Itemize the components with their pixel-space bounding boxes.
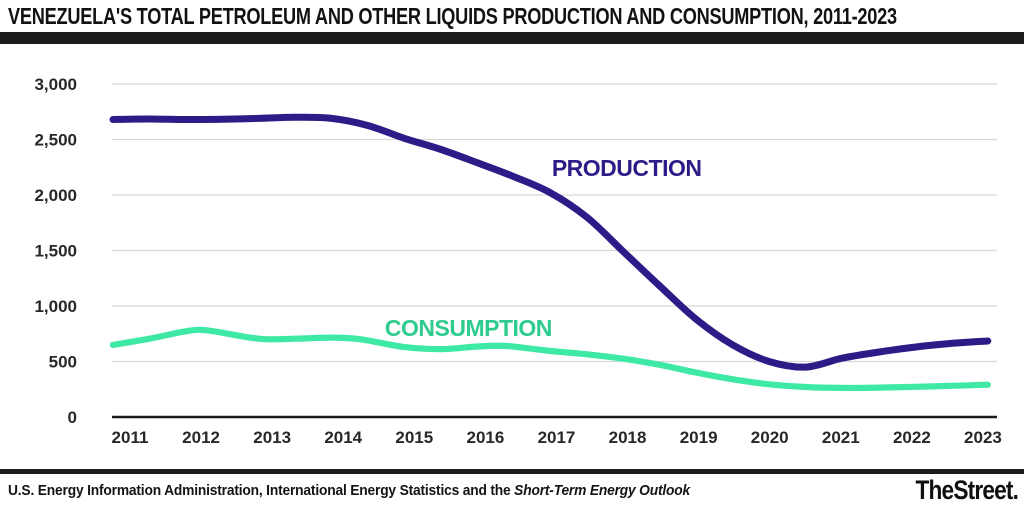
chart-area: 0 500 1,000 1,500 2,000 2,500 3,000 2011 2012 201… [0, 46, 1024, 462]
source-attribution: U.S. Energy Information Administration, … [8, 482, 690, 499]
source-text: U.S. Energy Information Administration, … [8, 481, 515, 499]
source-text-italic: Short-Term Energy Outlook [514, 481, 691, 499]
production-series-label: PRODUCTION [552, 155, 702, 181]
consumption-line [109, 326, 991, 392]
y-tick-label: 1,000 [34, 297, 77, 316]
bottom-divider-bar [0, 469, 1024, 474]
x-tick-label: 2012 [182, 428, 220, 447]
y-tick-label: 1,500 [34, 242, 77, 261]
y-tick-label: 2,500 [34, 131, 77, 150]
x-tick-label: 2015 [395, 428, 433, 447]
x-tick-label: 2019 [680, 428, 718, 447]
y-tick-label: 3,000 [34, 75, 77, 94]
thestreet-logo: TheStreet. [915, 474, 1018, 505]
production-line [109, 113, 992, 371]
x-tick-label: 2018 [609, 428, 647, 447]
chart-svg: 0 500 1,000 1,500 2,000 2,500 3,000 2011 2012 201… [34, 75, 1002, 447]
x-tick-label: 2023 [964, 428, 1002, 447]
x-tick-label: 2013 [253, 428, 291, 447]
y-tick-label: 0 [68, 408, 77, 427]
x-tick-label: 2021 [822, 428, 860, 447]
y-tick-label: 500 [49, 353, 77, 372]
x-tick-label: 2016 [466, 428, 504, 447]
y-tick-label: 2,000 [34, 186, 77, 205]
x-tick-label: 2017 [538, 428, 576, 447]
x-tick-label: 2022 [893, 428, 931, 447]
x-tick-label: 2020 [751, 428, 789, 447]
x-tick-label: 2014 [324, 428, 362, 447]
x-tick-label: 2011 [112, 428, 149, 447]
top-divider-bar [0, 32, 1024, 44]
chart-title: VENEZUELA'S TOTAL PETROLEUM AND OTHER LI… [8, 3, 897, 29]
consumption-series-label: CONSUMPTION [385, 315, 552, 341]
footer: U.S. Energy Information Administration, … [8, 474, 1019, 506]
